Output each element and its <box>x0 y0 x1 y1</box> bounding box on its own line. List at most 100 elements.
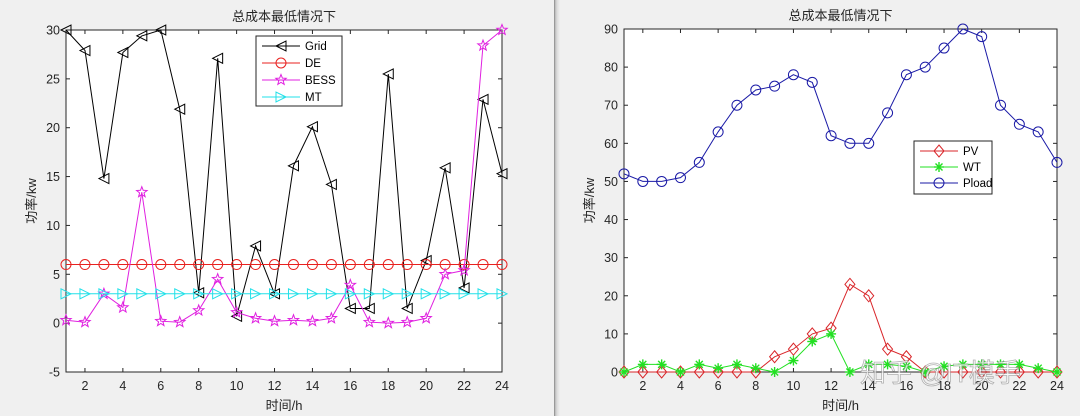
legend-item-pload[interactable]: Pload <box>920 177 992 190</box>
data-point-asterisk-icon <box>995 359 1006 370</box>
data-point-triangle-right-icon <box>496 288 509 300</box>
legend[interactable]: PV WT Pload <box>913 140 993 195</box>
data-point-star-icon <box>59 313 73 326</box>
y-tick-label: 30 <box>604 251 618 265</box>
data-point-star-icon <box>192 303 206 317</box>
data-point-triangle-right-icon <box>60 288 73 300</box>
data-point-circle-icon <box>806 76 818 88</box>
legend-item-bess[interactable]: BESS <box>262 73 336 88</box>
legend-item-wt[interactable]: WT <box>920 162 981 174</box>
data-point-asterisk-icon <box>976 359 987 370</box>
data-point-triangle-left-icon <box>306 120 318 133</box>
x-tick-label: 6 <box>157 379 164 393</box>
data-point-circle-icon <box>193 259 205 271</box>
data-point-star-icon <box>116 300 130 314</box>
legend[interactable]: Grid DE BESS MT <box>255 35 343 107</box>
data-point-star-icon <box>230 305 244 318</box>
left-figure-panel: 总成本最低情况下 2 4 6 8 10 12 14 16 18 20 22 24 -5 0 5 10 15 20 25… <box>24 9 509 413</box>
data-point-diamond-icon <box>1032 365 1044 379</box>
data-point-diamond-icon <box>712 365 724 379</box>
data-point-circle-icon <box>231 259 243 271</box>
data-point-star-icon <box>267 314 282 327</box>
data-point-circle-icon <box>60 259 72 271</box>
data-point-diamond-icon <box>957 365 969 379</box>
data-point-triangle-left-icon <box>116 46 129 59</box>
data-point-star-icon <box>324 311 338 324</box>
data-point-triangle-left-icon <box>344 302 356 315</box>
data-point-triangle-right-icon <box>174 288 186 300</box>
data-point-triangle-left-icon <box>363 302 375 315</box>
data-point-star-icon <box>362 315 376 328</box>
panel-divider[interactable] <box>554 0 560 416</box>
data-point-star-icon <box>173 315 187 328</box>
data-point-diamond-icon <box>731 365 743 379</box>
data-point-asterisk-icon <box>939 361 950 372</box>
data-point-circle-icon <box>882 107 894 119</box>
chart-title: 总成本最低情况下 <box>788 8 892 23</box>
data-point-asterisk-icon <box>713 363 724 374</box>
y-tick-label: 50 <box>604 175 618 189</box>
y-tick-label: 40 <box>604 213 618 227</box>
data-point-diamond-icon <box>750 365 762 379</box>
data-point-triangle-right-icon <box>306 288 319 300</box>
data-point-circle-icon <box>863 137 875 149</box>
legend-label: Pload <box>963 178 992 190</box>
data-point-circle-icon <box>420 259 432 271</box>
watermark-text: 知乎 @IT模手 <box>860 358 1021 388</box>
data-point-triangle-right-icon <box>250 288 262 300</box>
data-point-triangle-left-icon <box>420 254 432 267</box>
data-point-circle-icon <box>1032 126 1044 138</box>
data-point-diamond-icon <box>618 365 630 379</box>
x-tick-label: 22 <box>1012 379 1026 393</box>
data-point-triangle-right-icon <box>420 288 433 300</box>
data-point-circle-icon <box>787 69 799 81</box>
series-bess <box>59 23 509 329</box>
legend-item-mt[interactable]: MT <box>262 91 322 104</box>
data-point-triangle-right-icon <box>136 288 148 300</box>
data-point-diamond-icon <box>844 277 856 292</box>
legend-item-grid[interactable]: Grid <box>262 40 327 53</box>
data-point-star-icon <box>343 278 358 291</box>
data-point-circle-icon <box>401 259 413 271</box>
x-tick-label: 18 <box>381 379 395 393</box>
y-tick-label: 20 <box>46 121 60 135</box>
x-tick-label: 14 <box>305 379 319 393</box>
data-point-circle-icon <box>212 259 224 271</box>
data-point-diamond-icon <box>863 288 875 303</box>
data-point-circle-icon <box>250 259 262 271</box>
series-pload <box>618 23 1063 187</box>
data-point-asterisk-icon <box>1014 359 1025 370</box>
y-tick-label: -5 <box>49 366 60 380</box>
data-point-triangle-right-icon <box>231 288 243 300</box>
legend-item-pv[interactable]: PV <box>920 144 979 158</box>
data-point-circle-icon <box>155 259 167 271</box>
data-point-asterisk-icon <box>656 359 667 370</box>
data-point-triangle-right-icon <box>269 288 281 300</box>
legend-marker-star-icon <box>274 73 288 86</box>
data-point-star-icon <box>457 263 471 276</box>
series-wt <box>619 328 1062 377</box>
data-point-star-icon <box>248 311 263 324</box>
y-tick-label: 30 <box>46 24 60 38</box>
data-point-circle-icon <box>269 259 281 271</box>
legend-item-de[interactable]: DE <box>262 57 321 70</box>
legend-label: WT <box>963 162 981 174</box>
y-axis-label: 功率/kw <box>24 178 39 224</box>
data-point-triangle-right-icon <box>193 288 205 300</box>
y-tick-label: 70 <box>604 99 618 113</box>
series-line <box>65 29 503 317</box>
data-point-circle-icon <box>382 259 394 271</box>
data-point-triangle-left-icon <box>211 52 224 65</box>
data-point-triangle-right-icon <box>439 288 452 300</box>
x-axis-label: 时间/h <box>266 398 303 413</box>
x-tick-label: 8 <box>195 379 202 393</box>
data-point-triangle-right-icon <box>325 288 338 300</box>
data-point-triangle-right-icon <box>363 288 376 300</box>
data-point-circle-icon <box>306 259 318 271</box>
series-grid <box>59 24 508 323</box>
data-point-diamond-icon <box>693 365 705 379</box>
data-point-star-icon <box>476 38 490 52</box>
